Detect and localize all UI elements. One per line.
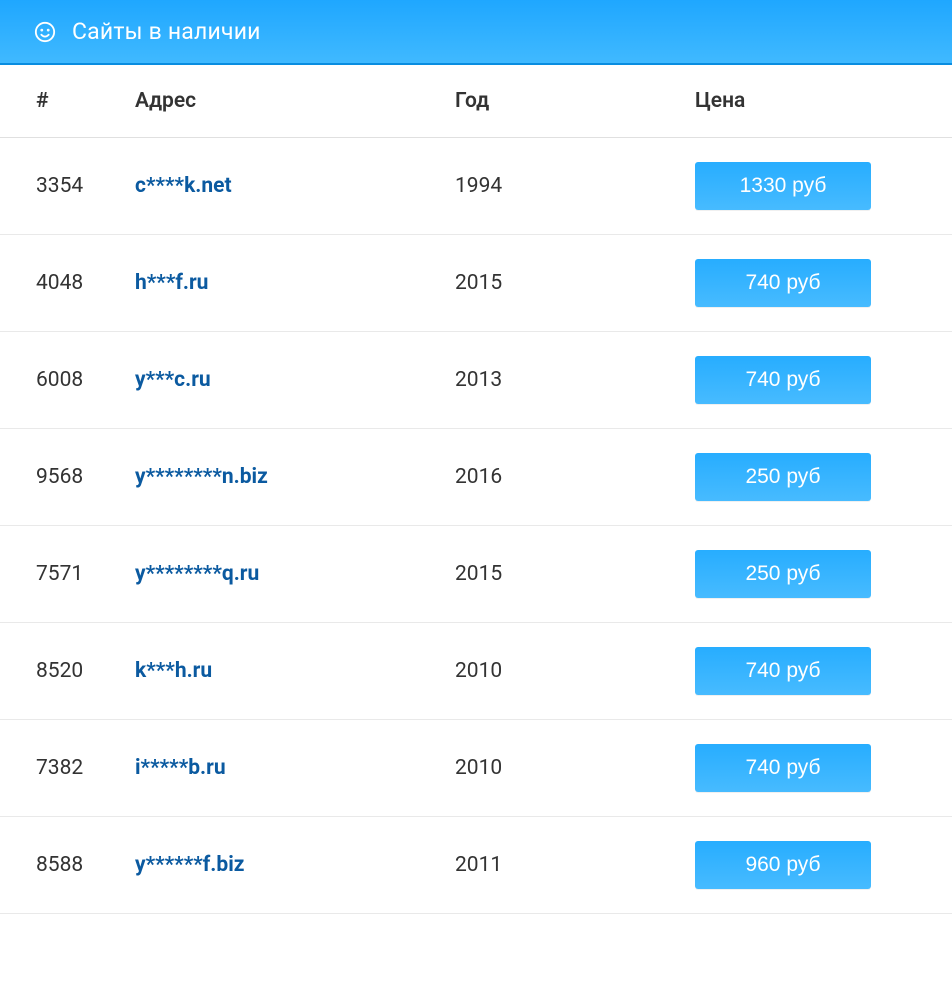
panel-header: Сайты в наличии [0,0,952,65]
price-button[interactable]: 740 руб [695,744,871,792]
column-header-price: Цена [695,65,952,138]
table-row: 7571 y********q.ru 2015 250 руб [0,526,952,623]
cell-year: 2015 [455,562,502,586]
cell-year: 2010 [455,756,502,780]
address-link[interactable]: h***f.ru [135,271,208,295]
cell-id: 9568 [36,465,83,489]
address-link[interactable]: k***h.ru [135,659,212,683]
column-header-address: Адрес [135,65,455,138]
table-row: 7382 i*****b.ru 2010 740 руб [0,720,952,817]
cell-year: 2013 [455,368,502,392]
cell-id: 3354 [36,174,83,198]
table-row: 4048 h***f.ru 2015 740 руб [0,235,952,332]
sites-table: # Адрес Год Цена 3354 c****k.net 1994 1330 … [0,65,952,914]
price-button[interactable]: 960 руб [695,841,871,889]
price-button[interactable]: 250 руб [695,550,871,598]
table-row: 8588 y******f.biz 2011 960 руб [0,817,952,914]
price-button[interactable]: 740 руб [695,259,871,307]
table-header-row: # Адрес Год Цена [0,65,952,138]
cell-id: 7571 [36,562,83,586]
panel-title: Сайты в наличии [72,18,261,45]
address-link[interactable]: y***c.ru [135,368,211,392]
sites-panel: Сайты в наличии # Адрес Год Цена 3354 c**… [0,0,952,914]
address-link[interactable]: y********n.biz [135,465,268,489]
address-link[interactable]: y********q.ru [135,562,259,586]
table-row: 9568 y********n.biz 2016 250 руб [0,429,952,526]
cell-year: 2016 [455,465,502,489]
price-button[interactable]: 740 руб [695,647,871,695]
address-link[interactable]: i*****b.ru [135,756,226,780]
cell-year: 1994 [455,174,502,198]
cell-id: 6008 [36,368,83,392]
table-row: 8520 k***h.ru 2010 740 руб [0,623,952,720]
table-row: 3354 c****k.net 1994 1330 руб [0,138,952,235]
cell-id: 4048 [36,271,83,295]
price-button[interactable]: 740 руб [695,356,871,404]
cell-year: 2011 [455,853,502,877]
table-row: 6008 y***c.ru 2013 740 руб [0,332,952,429]
cell-id: 7382 [36,756,83,780]
price-button[interactable]: 250 руб [695,453,871,501]
cell-id: 8588 [36,853,83,877]
address-link[interactable]: y******f.biz [135,853,244,877]
address-link[interactable]: c****k.net [135,174,232,198]
cell-year: 2010 [455,659,502,683]
price-button[interactable]: 1330 руб [695,162,871,210]
column-header-id: # [0,65,135,138]
cell-id: 8520 [36,659,83,683]
column-header-year: Год [455,65,695,138]
cell-year: 2015 [455,271,502,295]
smiley-icon [34,21,56,43]
